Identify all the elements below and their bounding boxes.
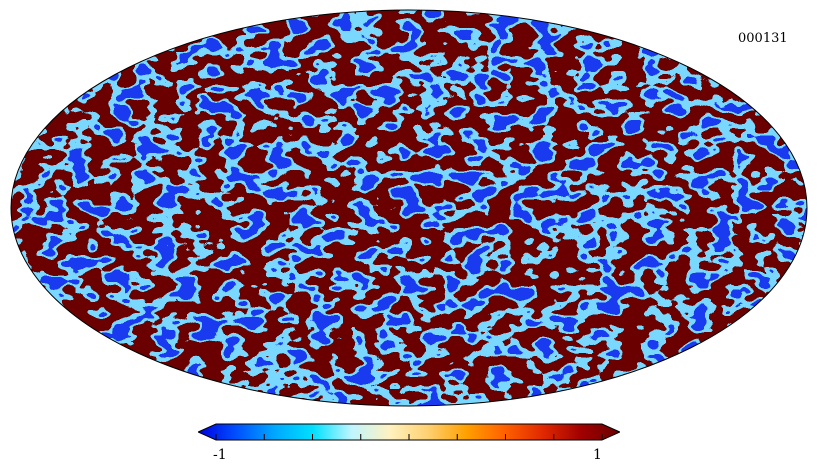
colorbar <box>198 423 620 441</box>
map-id-label: 000131 <box>738 31 788 46</box>
field-hot-spots <box>11 10 807 406</box>
map-outline <box>10 9 808 407</box>
colorbar-min-label: -1 <box>213 447 227 463</box>
colorbar-max-label: 1 <box>593 447 602 463</box>
